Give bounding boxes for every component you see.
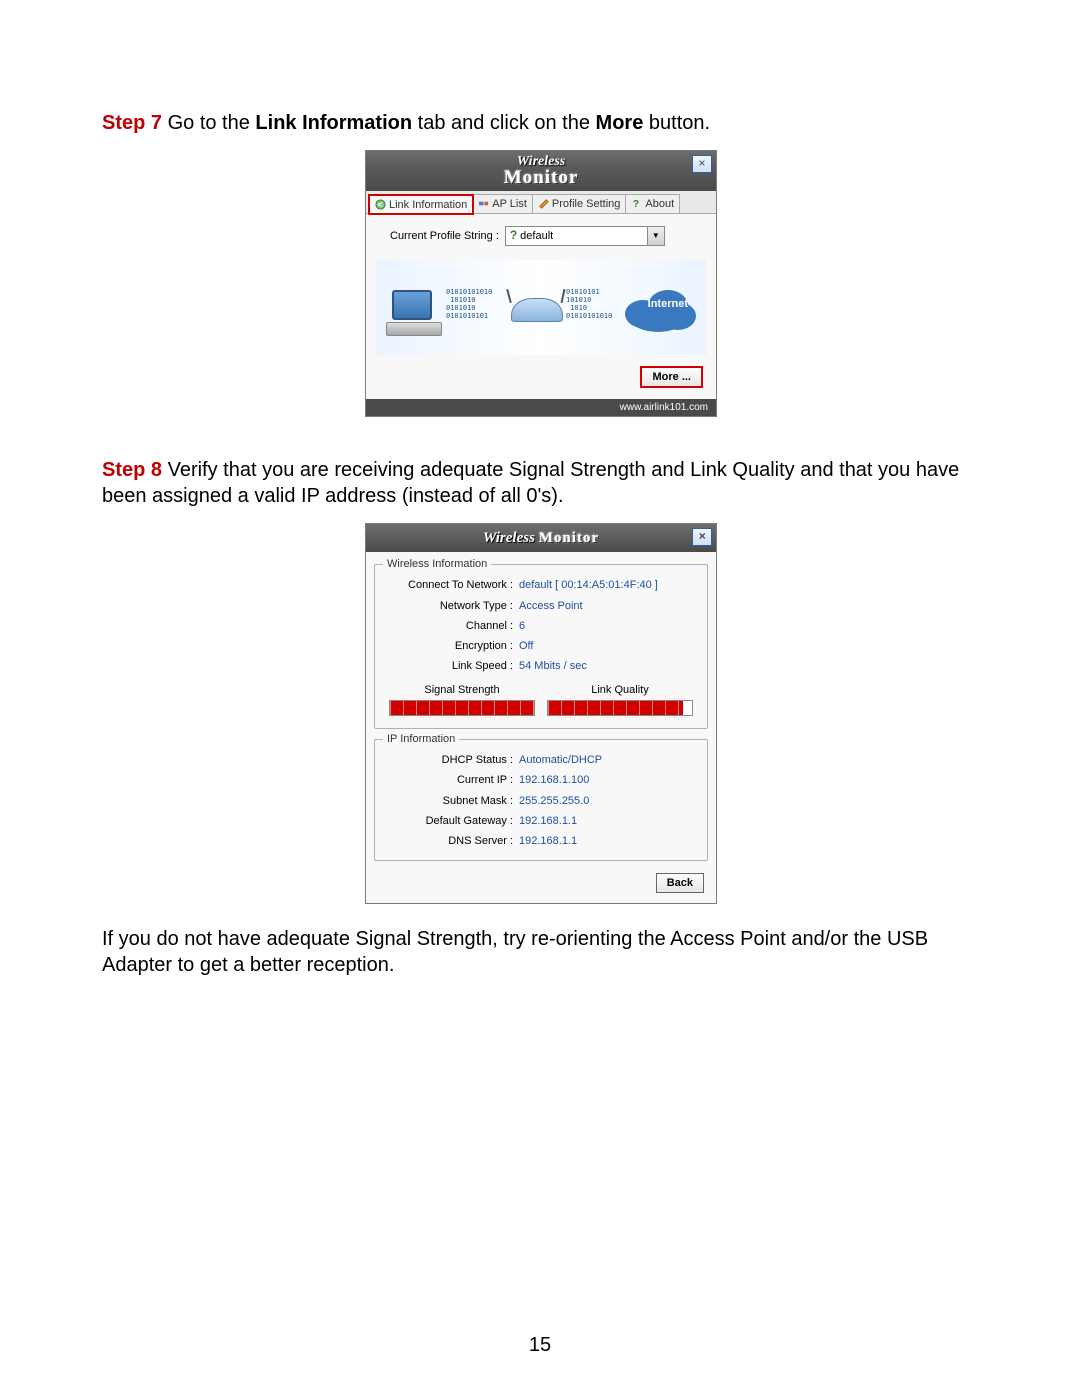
link-info-icon xyxy=(375,199,386,210)
row-linkspeed: Link Speed :54 Mbits / sec xyxy=(383,656,699,676)
bits-right: 01010101 101010 1010 01010101010 xyxy=(566,288,612,320)
tab-bar: Link Information AP List Profile Setting… xyxy=(366,191,716,214)
close-icon[interactable]: × xyxy=(692,528,712,546)
row-gateway: Default Gateway :192.168.1.1 xyxy=(383,811,699,831)
step7-t3: button. xyxy=(643,112,710,134)
row-mask: Subnet Mask :255.255.255.0 xyxy=(383,791,699,811)
w2-title-top: Wireless xyxy=(483,530,535,546)
page-number: 15 xyxy=(0,1334,1080,1357)
ip-info-group: IP Information DHCP Status :Automatic/DH… xyxy=(374,739,708,860)
window1-titlebar: Wireless Monitor × xyxy=(366,151,716,191)
tab-about[interactable]: ? About xyxy=(625,194,680,213)
wireless-info-legend: Wireless Information xyxy=(383,557,491,571)
signal-strength-label: Signal Strength xyxy=(387,683,537,697)
wireless-monitor-window-1: Wireless Monitor × Link Information AP L… xyxy=(365,150,717,417)
signal-strength-bar xyxy=(389,700,535,716)
step7-label: Step 7 xyxy=(102,112,162,134)
ip-info-legend: IP Information xyxy=(383,732,459,746)
tab-link-info-label: Link Information xyxy=(389,198,467,212)
row-type: Network Type :Access Point xyxy=(383,596,699,616)
row-dns: DNS Server :192.168.1.1 xyxy=(383,831,699,851)
svg-text:?: ? xyxy=(633,200,639,210)
profile-label: Current Profile String : xyxy=(390,229,499,243)
row-channel: Channel :6 xyxy=(383,616,699,636)
more-row: More ... xyxy=(372,363,710,395)
step7-b1: Link Information xyxy=(255,112,412,134)
link-quality-bar xyxy=(547,700,693,716)
profile-select[interactable]: ? default ▼ xyxy=(505,226,665,246)
step7-instruction: Step 7 Go to the Link Information tab an… xyxy=(102,110,980,136)
step8-label: Step 8 xyxy=(102,459,162,481)
laptop-icon xyxy=(386,290,444,335)
profile-select-value: ? default xyxy=(506,228,647,244)
profile-setting-icon xyxy=(538,198,549,209)
wireless-info-group: Wireless Information Connect To Network … xyxy=(374,564,708,729)
row-dhcp: DHCP Status :Automatic/DHCP xyxy=(383,750,699,770)
more-button[interactable]: More ... xyxy=(641,367,702,387)
profile-value-text: default xyxy=(520,229,553,243)
w2-title-bot: Monitor xyxy=(539,530,599,546)
wireless-monitor-window-2: Wireless Monitor × Wireless Information … xyxy=(365,523,717,904)
window2-titlebar: Wireless Monitor × xyxy=(366,524,716,552)
connection-diagram: 01010101010 101010 0101010 0101010101 01… xyxy=(376,260,706,355)
chevron-down-icon[interactable]: ▼ xyxy=(647,227,664,245)
window1-body: Current Profile String : ? default ▼ 010… xyxy=(366,214,716,399)
tab-profile-label: Profile Setting xyxy=(552,197,620,211)
router-icon xyxy=(511,298,563,322)
question-icon: ? xyxy=(510,228,517,244)
back-button[interactable]: Back xyxy=(656,873,704,893)
ap-list-icon xyxy=(478,198,489,209)
link-quality-col: Link Quality xyxy=(541,681,699,720)
step8-text: Verify that you are receiving adequate S… xyxy=(102,459,959,507)
row-ip: Current IP :192.168.1.100 xyxy=(383,770,699,790)
window2-body: Wireless Information Connect To Network … xyxy=(366,552,716,903)
tab-ap-list[interactable]: AP List xyxy=(472,194,533,213)
step7-t1: Go to the xyxy=(162,112,255,134)
tab-link-information[interactable]: Link Information xyxy=(369,195,473,214)
bits-left: 01010101010 101010 0101010 0101010101 xyxy=(446,288,492,320)
back-row: Back xyxy=(374,871,708,897)
profile-row: Current Profile String : ? default ▼ xyxy=(372,220,710,256)
row-connect: Connect To Network :default [ 00:14:A5:0… xyxy=(383,575,699,595)
signal-strength-col: Signal Strength xyxy=(383,681,541,720)
window1-title-logo: Wireless Monitor xyxy=(504,156,579,186)
about-icon: ? xyxy=(631,198,642,209)
signal-row: Signal Strength Link Quality xyxy=(383,677,699,720)
footer-note: If you do not have adequate Signal Stren… xyxy=(102,926,980,978)
step7-b2: More xyxy=(596,112,644,134)
step8-instruction: Step 8 Verify that you are receiving ade… xyxy=(102,457,980,509)
title-bottom: Monitor xyxy=(504,169,579,186)
tab-ap-list-label: AP List xyxy=(492,197,527,211)
tab-about-label: About xyxy=(645,197,674,211)
close-icon[interactable]: × xyxy=(692,155,712,173)
link-quality-label: Link Quality xyxy=(545,683,695,697)
internet-label: Internet xyxy=(648,297,688,311)
tab-profile-setting[interactable]: Profile Setting xyxy=(532,194,626,213)
step7-t2: tab and click on the xyxy=(412,112,595,134)
row-encryption: Encryption :Off xyxy=(383,636,699,656)
footer-url: www.airlink101.com xyxy=(366,399,716,416)
